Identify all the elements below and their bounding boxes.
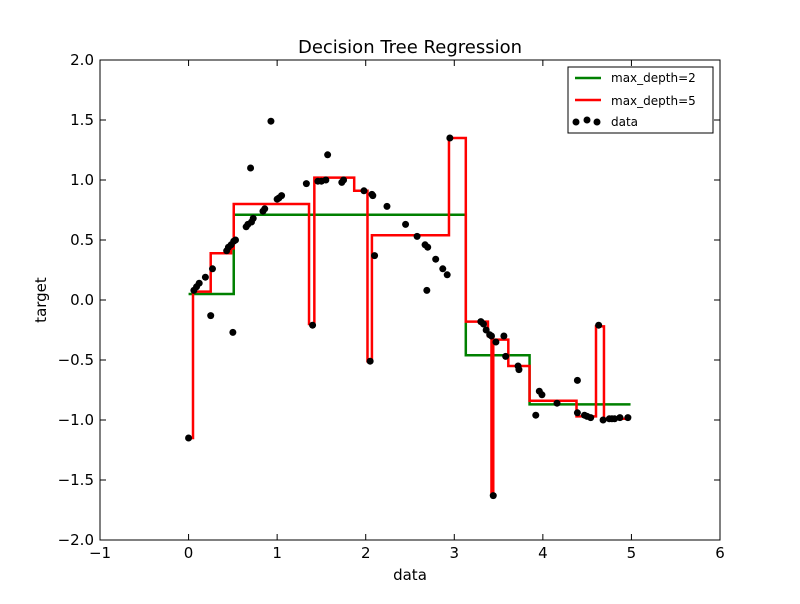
data-point [616,414,624,422]
legend-marker-data-dot [572,118,580,126]
data-point [587,414,595,422]
data-point [402,220,410,228]
y-tick-label: −1.0 [58,411,94,429]
data-point [573,409,581,417]
data-point [208,265,216,273]
data-point [423,286,431,294]
data-point [302,180,310,188]
data-point [324,151,332,159]
y-tick-label: −2.0 [58,531,94,549]
data-point [340,176,348,184]
legend-label-max-depth-5: max_depth=5 [611,94,696,108]
data-point [207,312,215,320]
data-point [432,255,440,263]
legend: max_depth=2 max_depth=5 data [567,66,714,134]
data-point [502,352,510,360]
x-tick-label: 3 [450,544,460,562]
data-point [232,236,240,244]
legend-label-data: data [611,115,638,129]
data-point [413,232,421,240]
data-point [201,273,209,281]
data-point [229,328,237,336]
data-point [624,414,632,422]
data-point [446,134,454,142]
axis-ticks: −1 0 1 2 3 4 5 6 −2.0 −1.5 −1.0 −0.5 0.0 0.5 1.0 1.5 2.0 [58,51,725,562]
data-point [553,399,561,407]
x-tick-label: 2 [361,544,371,562]
y-tick-label: 2.0 [70,51,94,69]
chart-title: Decision Tree Regression [298,37,522,58]
data-point [599,416,607,424]
data-point [482,326,490,334]
y-tick-label: −0.5 [58,351,94,369]
data-point [249,214,257,222]
data-point [611,415,619,423]
x-tick-label: 6 [715,544,725,562]
plot-area [100,60,720,540]
data-point [443,271,451,279]
data-point [322,176,330,184]
data-point [261,205,269,213]
series-line-max-depth-5 [188,136,631,497]
data-point [366,357,374,365]
x-tick-label: 1 [272,544,282,562]
data-point [500,332,508,340]
data-point [595,321,603,329]
x-tick-label: 0 [184,544,194,562]
data-point [185,434,193,442]
x-tick-label: 4 [538,544,548,562]
legend-label-max-depth-2: max_depth=2 [611,71,696,85]
y-axis-label: target [32,277,50,323]
x-axis-label: data [393,566,427,584]
data-point [489,492,497,500]
legend-marker-data-dot [593,118,601,126]
data-point [424,243,432,251]
data-point [573,376,581,384]
data-point [532,411,540,419]
data-point [267,117,275,125]
data-point [538,391,546,399]
y-tick-label: 1.0 [70,171,94,189]
data-point [247,164,255,172]
data-point [371,252,379,260]
data-point [360,187,368,195]
plot-layer [185,117,632,500]
data-point [492,338,500,346]
x-tick-label: −1 [89,544,111,562]
data-point [195,279,203,287]
y-tick-label: 0.5 [70,231,94,249]
data-point [487,332,495,340]
data-point [480,320,488,328]
legend-marker-data-dot [583,116,591,124]
x-tick-label: 5 [627,544,637,562]
data-point [515,366,523,374]
y-tick-label: 0.0 [70,291,94,309]
data-point [383,202,391,210]
y-tick-label: −1.5 [58,471,94,489]
data-point [278,192,286,200]
data-point [439,265,447,273]
y-tick-label: 1.5 [70,111,94,129]
data-point [309,321,317,329]
plot-frame [99,59,721,541]
data-point [369,192,377,200]
